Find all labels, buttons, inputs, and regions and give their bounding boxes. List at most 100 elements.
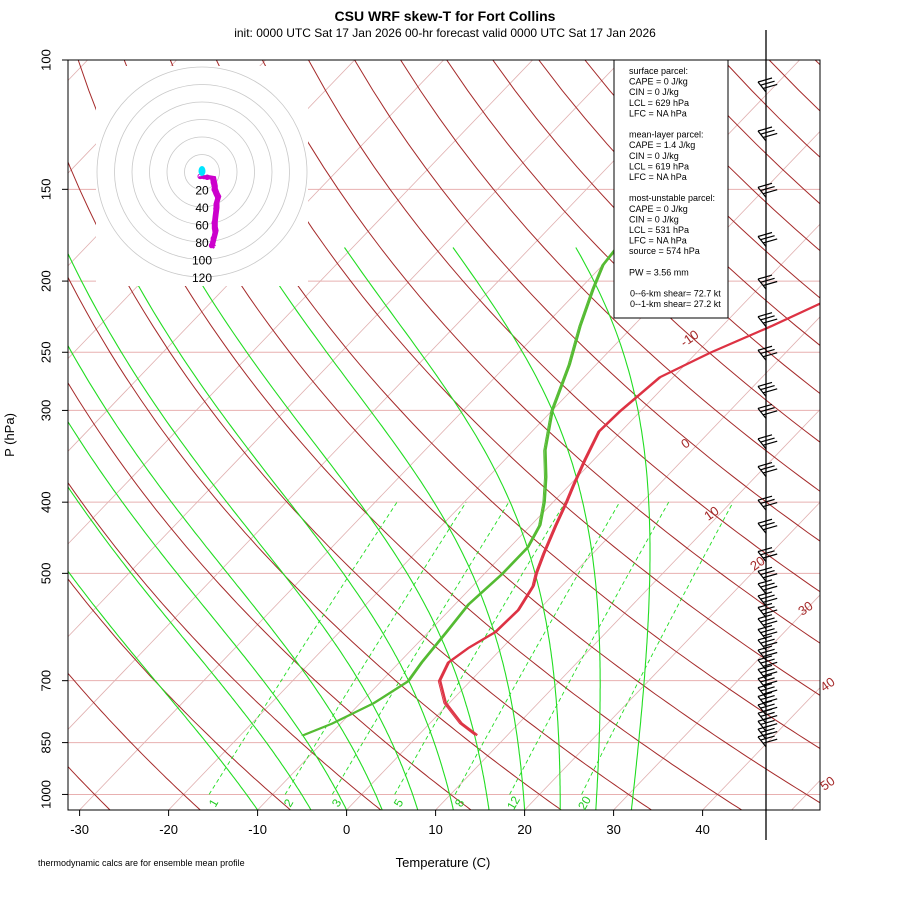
wind-barb-staff: [757, 316, 767, 328]
wind-barb-flag: [760, 185, 775, 192]
wind-barb-flag: [760, 617, 775, 623]
wind-barb-flag: [760, 437, 775, 443]
wind-barb-flag: [760, 498, 775, 504]
wind-barb-flag: [763, 573, 778, 579]
isotherm-line: [68, 60, 178, 174]
x-axis-label: Temperature (C): [396, 855, 491, 870]
wind-barb-flag: [757, 312, 773, 318]
wind-barb-flag: [757, 566, 773, 572]
wind-barb-flag: [760, 668, 775, 674]
dry-adiabat: [768, 60, 820, 112]
info-line: PW = 3.56 mm: [629, 267, 689, 277]
wind-barb-flag: [763, 352, 778, 358]
wind-barb-staff: [757, 704, 767, 716]
dry-adiabat: [77, 60, 743, 810]
info-line: LFC = NA hPa: [629, 172, 687, 182]
wind-barb-flag: [763, 661, 778, 667]
moist-adiabat: [344, 247, 561, 810]
y-tick-label: 300: [39, 400, 54, 422]
wind-barb-flag: [763, 238, 778, 244]
hodograph-ring-label: 80: [195, 236, 209, 250]
moist-adiabat: [68, 420, 348, 810]
wind-barb-flag: [760, 638, 775, 644]
wind-barb-staff: [757, 186, 767, 198]
wind-barb-flag: [760, 129, 775, 135]
wind-barb-flag: [763, 132, 778, 138]
mixing-ratio-line: [284, 501, 467, 795]
isotherm-line: [791, 779, 820, 810]
dry-adiabat: [68, 276, 563, 810]
wind-barb-flag: [760, 465, 775, 471]
moist-adiabat: [68, 486, 312, 810]
info-line: LFC = NA hPa: [629, 236, 687, 246]
footnote: thermodynamic calcs are for ensemble mea…: [38, 858, 245, 868]
wind-barb-staff: [757, 712, 767, 724]
wind-barb: [757, 345, 778, 361]
dewpoint-trace: [301, 199, 669, 736]
wind-barb-flag: [757, 579, 773, 585]
dry-adiabat: [446, 60, 820, 443]
wind-barb-staff: [757, 583, 767, 595]
hodograph-ring: [149, 119, 255, 225]
hodograph-ring-label: 100: [192, 254, 212, 268]
wind-barb: [757, 614, 778, 630]
wind-barb-flag: [757, 700, 773, 706]
wind-barb-flag: [757, 77, 773, 83]
sounding-profiles: [301, 199, 820, 737]
wind-barb-staff: [757, 607, 767, 618]
moist-adiabat: [179, 247, 490, 810]
isotherm-line: [68, 60, 534, 545]
wind-barb: [757, 674, 778, 690]
wind-barb-staff: [757, 669, 767, 680]
wind-barb-staff: [757, 130, 767, 142]
wind-barb-staff: [757, 678, 767, 690]
wind-barb-flag: [763, 388, 778, 394]
wind-barb-staff: [757, 522, 767, 534]
wind-barb-flag: [760, 235, 775, 241]
wind-barb-flag: [763, 641, 778, 647]
wind-barb-flag: [763, 689, 778, 695]
wind-barb-flag: [757, 547, 773, 553]
hodograph-point: [210, 235, 217, 242]
wind-barb: [757, 518, 778, 534]
wind-barb: [757, 683, 778, 699]
wind-barb-flag: [763, 585, 778, 591]
wind-barb-flag: [760, 407, 775, 413]
hodograph-point: [211, 219, 218, 226]
moist-adiabat: [253, 247, 526, 810]
hodograph-point: [204, 174, 211, 181]
wind-barb: [757, 655, 778, 671]
wind-barb-column: [757, 30, 778, 840]
hodograph-ring: [184, 154, 220, 190]
wind-barb: [757, 312, 778, 328]
wind-barb-flag: [757, 434, 773, 440]
info-line: CIN = 0 J/kg: [629, 87, 679, 97]
y-tick-label: 1000: [39, 780, 54, 809]
x-tick-label: -30: [70, 822, 89, 837]
mixing-ratio-label: 2: [281, 796, 297, 809]
wind-barb: [757, 126, 778, 142]
wind-barb-flag: [763, 671, 778, 677]
wind-barb-staff: [757, 659, 767, 671]
dry-adiabat: [814, 60, 820, 66]
wind-barb-flag: [757, 126, 773, 132]
wind-barb-flag: [757, 645, 773, 651]
wind-barb-flag: [757, 635, 773, 641]
wind-barb-flag: [763, 631, 778, 637]
info-line: surface parcel:: [629, 66, 688, 76]
temperature-trace: [437, 302, 820, 736]
isotherm-line: [524, 501, 820, 810]
y-tick-label: 850: [39, 732, 54, 754]
wind-barb-flag: [757, 381, 773, 387]
wind-barb-staff: [757, 551, 767, 562]
isotherm-line: [613, 594, 820, 810]
y-tick-label: 700: [39, 670, 54, 692]
wind-barb-staff: [757, 408, 767, 419]
dry-adiabat-label: 10: [701, 503, 721, 524]
wind-barb: [757, 77, 778, 93]
info-line: most-unstable parcel:: [629, 193, 715, 203]
wind-barb-flag: [757, 518, 773, 524]
wind-barb-flag: [757, 591, 773, 597]
wind-barb: [757, 732, 778, 748]
wind-barb-flag: [757, 624, 773, 631]
